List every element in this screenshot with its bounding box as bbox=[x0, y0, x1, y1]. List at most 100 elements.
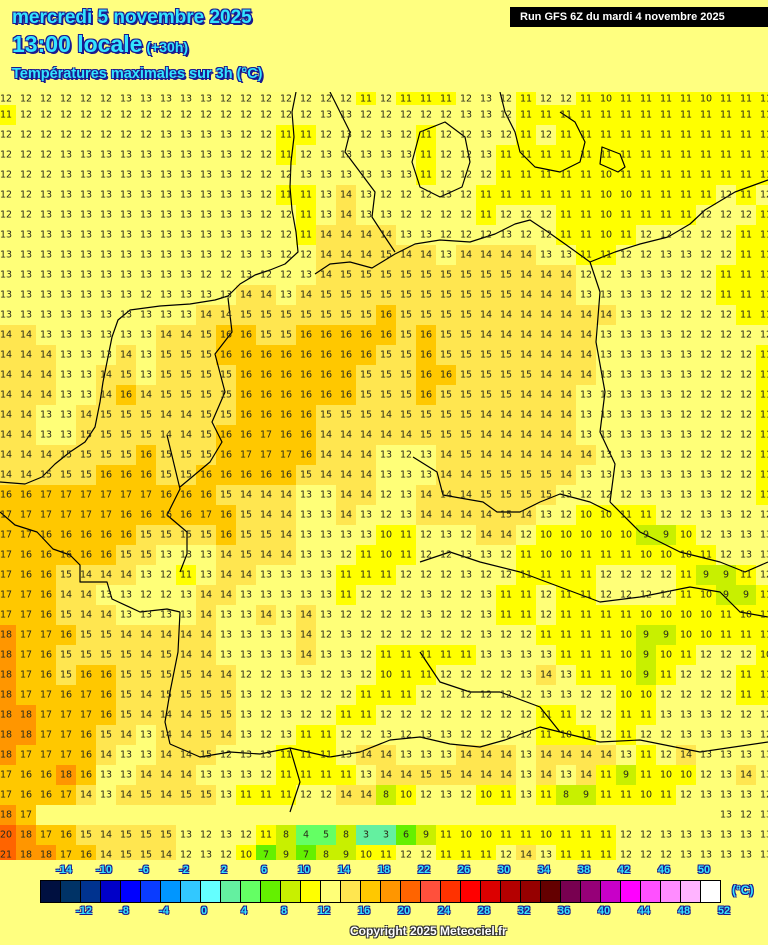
temperature-value: 12 bbox=[460, 190, 472, 201]
temperature-value: 16 bbox=[140, 510, 152, 521]
temperature-value: 12 bbox=[200, 270, 212, 281]
temperature-value: 13 bbox=[100, 770, 112, 781]
temperature-value: 10 bbox=[600, 210, 612, 221]
temperature-value: 12 bbox=[200, 110, 212, 121]
temperature-value: 14 bbox=[20, 470, 32, 481]
temperature-cell bbox=[356, 205, 376, 225]
temperature-value: 12 bbox=[540, 610, 552, 621]
temperature-value: 13 bbox=[620, 390, 632, 401]
temperature-value: 16 bbox=[140, 470, 152, 481]
temperature-value: 12 bbox=[460, 670, 472, 681]
temperature-value: 12 bbox=[440, 230, 452, 241]
temperature-value: 12 bbox=[80, 94, 92, 105]
temperature-value: 17 bbox=[80, 690, 92, 701]
temperature-value: 14 bbox=[160, 410, 172, 421]
temperature-value: 13 bbox=[560, 250, 572, 261]
temperature-value: 14 bbox=[180, 330, 192, 341]
temperature-value: 15 bbox=[540, 470, 552, 481]
temperature-value: 12 bbox=[360, 130, 372, 141]
temperature-value: 16 bbox=[280, 410, 292, 421]
temperature-value: 13 bbox=[160, 610, 172, 621]
legend-tick-label: 18 bbox=[377, 864, 391, 876]
temperature-cell bbox=[676, 125, 696, 145]
legend-tick-label: 34 bbox=[537, 864, 551, 876]
temperature-cell bbox=[416, 92, 436, 105]
temperature-value: 13 bbox=[580, 390, 592, 401]
temperature-value: 11 bbox=[620, 150, 632, 161]
temperature-cell bbox=[556, 165, 576, 185]
temperature-cell bbox=[696, 125, 716, 145]
temperature-value: 13 bbox=[720, 810, 732, 821]
temperature-cell bbox=[176, 225, 196, 245]
temperature-value: 11 bbox=[300, 730, 312, 741]
temperature-value: 11 bbox=[520, 550, 532, 561]
temperature-value: 16 bbox=[20, 770, 32, 781]
temperature-value: 13 bbox=[140, 150, 152, 161]
temperature-value: 13 bbox=[100, 230, 112, 241]
temperature-value: 11 bbox=[600, 150, 612, 161]
temperature-cell bbox=[356, 145, 376, 165]
temperature-value: 11 bbox=[600, 630, 612, 641]
temperature-value: 9 bbox=[723, 590, 729, 601]
temperature-value: 12 bbox=[680, 790, 692, 801]
temperature-value: 13 bbox=[360, 190, 372, 201]
legend-tick-label: 12 bbox=[317, 905, 331, 917]
temperature-value: 13 bbox=[620, 410, 632, 421]
temperature-value: 15 bbox=[480, 470, 492, 481]
temperature-value: 13 bbox=[120, 270, 132, 281]
temperature-value: 14 bbox=[560, 270, 572, 281]
temperature-value: 15 bbox=[480, 490, 492, 501]
temperature-value: 12 bbox=[460, 150, 472, 161]
temperature-value: 13 bbox=[740, 730, 752, 741]
temperature-value: 18 bbox=[0, 670, 12, 681]
temperature-value: 12 bbox=[440, 610, 452, 621]
temperature-value: 11 bbox=[320, 750, 332, 761]
temperature-value: 15 bbox=[380, 350, 392, 361]
temperature-value: 12 bbox=[420, 850, 432, 861]
temperature-cell bbox=[676, 105, 696, 125]
temperature-cell bbox=[196, 165, 216, 185]
temperature-value: 10 bbox=[680, 550, 692, 561]
temperature-value: 11 bbox=[760, 590, 768, 601]
temperature-value: 15 bbox=[460, 330, 472, 341]
temperature-value: 12 bbox=[420, 790, 432, 801]
temperature-value: 13 bbox=[180, 190, 192, 201]
temperature-value: 17 bbox=[20, 670, 32, 681]
temperature-value: 13 bbox=[80, 170, 92, 181]
temperature-value: 13 bbox=[660, 430, 672, 441]
temperature-value: 12 bbox=[460, 170, 472, 181]
temperature-value: 13 bbox=[540, 650, 552, 661]
temperature-value: 12 bbox=[100, 130, 112, 141]
temperature-value: 14 bbox=[560, 390, 572, 401]
temperature-value: 13 bbox=[760, 830, 768, 841]
temperature-value: 14 bbox=[200, 630, 212, 641]
temperature-value: 13 bbox=[0, 250, 12, 261]
temperature-value: 13 bbox=[200, 150, 212, 161]
legend-swatch bbox=[81, 881, 101, 902]
temperature-value: 14 bbox=[180, 770, 192, 781]
temperature-value: 10 bbox=[600, 530, 612, 541]
temperature-value: 15 bbox=[180, 370, 192, 381]
temperature-value: 12 bbox=[280, 110, 292, 121]
temperature-cell bbox=[396, 92, 416, 105]
temperature-value: 12 bbox=[260, 94, 272, 105]
temperature-cell bbox=[436, 125, 456, 145]
temperature-value: 17 bbox=[80, 490, 92, 501]
temperature-cell bbox=[56, 105, 76, 125]
temperature-cell bbox=[196, 145, 216, 165]
temperature-value: 13 bbox=[480, 650, 492, 661]
temperature-cell bbox=[236, 145, 256, 165]
temperature-value: 14 bbox=[520, 410, 532, 421]
temperature-value: 14 bbox=[220, 570, 232, 581]
temperature-value: 14 bbox=[120, 350, 132, 361]
temperature-value: 15 bbox=[160, 470, 172, 481]
legend-tick-label: 20 bbox=[397, 905, 411, 917]
temperature-value: 11 bbox=[320, 770, 332, 781]
temperature-cell bbox=[316, 205, 336, 225]
temperature-value: 14 bbox=[80, 590, 92, 601]
temperature-value: 15 bbox=[140, 530, 152, 541]
temperature-value: 14 bbox=[100, 750, 112, 761]
temperature-value: 11 bbox=[660, 210, 672, 221]
temperature-value: 15 bbox=[200, 430, 212, 441]
temperature-value: 11 bbox=[500, 610, 512, 621]
